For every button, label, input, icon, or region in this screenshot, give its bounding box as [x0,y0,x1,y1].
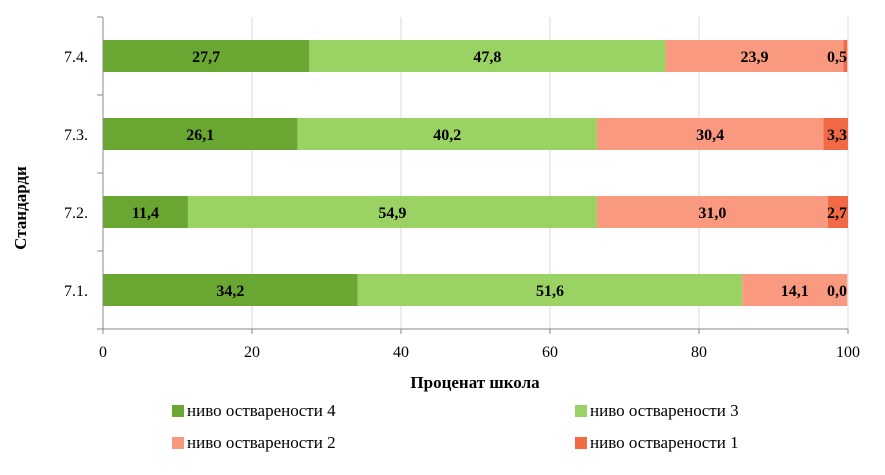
bar-segment [596,118,824,150]
data-label: 30,4 [696,127,724,144]
legend: ниво оствареноcти 4 ниво оствареноcти 3 ни… [172,401,739,452]
y-axis-title: Стандарди [11,166,30,250]
data-label: 11,4 [132,205,159,222]
x-tick-label: 0 [99,344,107,361]
bar-segment [357,274,743,306]
bars [103,40,848,306]
x-tick-label: 80 [691,344,707,361]
data-label: 54,9 [378,205,406,222]
x-tick-label: 40 [393,344,409,361]
bar-segment [103,274,358,306]
axes: 0 20 40 60 80 100 7.1. 7.2. 7.3. 7.4. [64,16,860,361]
legend-label: ниво оствареноcти 2 [187,433,336,452]
data-label: 14,1 [781,283,809,300]
bar-segment [309,40,666,72]
legend-swatch [575,405,587,417]
data-label: 0,5 [827,49,847,66]
data-label: 47,8 [473,49,501,66]
x-tick-label: 100 [836,344,860,361]
bar-segment [596,196,828,228]
data-label: 51,6 [536,283,564,300]
y-tick-label: 7.3. [64,127,88,144]
legend-label: ниво оствареноcти 4 [187,401,336,420]
bar-segment [103,40,310,72]
data-label: 40,2 [433,127,461,144]
data-labels: 34,2 51,6 14,1 0,0 11,4 54,9 31,0 2,7 26,1 40,2 30… [132,49,847,300]
bar-segment [827,196,848,228]
data-label: 3,3 [827,127,847,144]
legend-label: ниво оствареноcти 1 [590,433,739,452]
legend-swatch [575,437,587,449]
x-tick-label: 20 [244,344,260,361]
legend-label: ниво оствареноcти 3 [590,401,739,420]
bar-segment [843,40,848,72]
data-label: 27,7 [192,49,220,66]
legend-swatch [172,437,184,449]
x-tick-label: 60 [542,344,558,361]
bar-segment [187,196,597,228]
bar-segment [823,118,848,150]
legend-swatch [172,405,184,417]
data-label: 23,9 [741,49,769,66]
y-tick-label: 7.1. [64,283,88,300]
data-label: 31,0 [698,205,726,222]
data-label: 2,7 [827,205,847,222]
y-tick-label: 7.2. [64,205,88,222]
bar-segment [103,118,298,150]
data-label: 34,2 [216,283,244,300]
bar-segment [742,274,848,306]
data-label: 26,1 [186,127,214,144]
bar-segment [665,40,844,72]
bar-segment [297,118,597,150]
x-axis-title: Проценат школа [410,373,540,392]
bar-segment [103,196,188,228]
y-tick-label: 7.4. [64,49,88,66]
data-label: 0,0 [827,283,847,300]
